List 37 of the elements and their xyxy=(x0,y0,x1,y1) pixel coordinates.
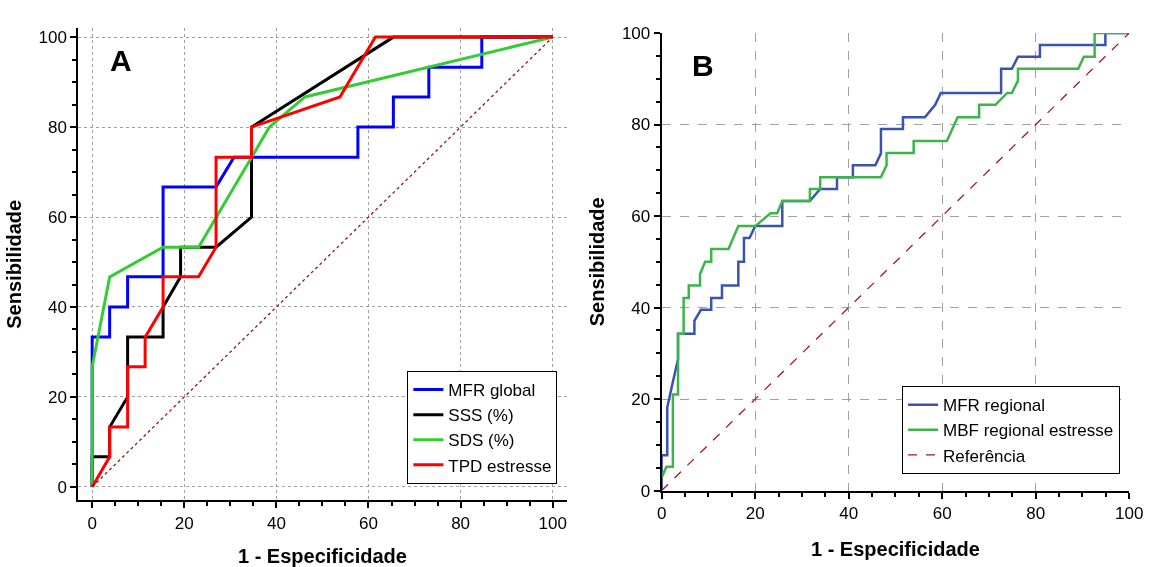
legend-label: SDS (%) xyxy=(448,431,515,451)
x-tick-label: 60 xyxy=(359,513,378,533)
y-tick-label: 0 xyxy=(57,477,67,497)
x-tick-label: 80 xyxy=(451,513,471,533)
x-tick-label: 40 xyxy=(839,503,859,523)
x-tick-label: 60 xyxy=(932,503,952,523)
y-axis-title: Sensibilidade xyxy=(2,199,25,329)
x-tick-label: 40 xyxy=(266,513,286,533)
x-tick-label: 20 xyxy=(745,503,765,523)
y-tick-label: 60 xyxy=(48,207,67,227)
annotation: A xyxy=(110,44,132,77)
x-tick-label: 20 xyxy=(174,513,194,533)
y-tick-label: 80 xyxy=(48,118,67,138)
x-tick-label: 80 xyxy=(1026,503,1046,523)
x-axis-title: 1 - Especificidade xyxy=(810,537,980,560)
y-tick-label: 100 xyxy=(38,28,67,48)
legend-label: MFR regional xyxy=(943,396,1046,416)
x-axis-title: 1 - Especificidade xyxy=(237,545,407,567)
x-tick-label: 100 xyxy=(1115,503,1144,523)
x-tick-label: 0 xyxy=(87,513,97,533)
legend-label: MFR global xyxy=(448,381,536,401)
legend-label: Referência xyxy=(943,446,1026,466)
y-tick-label: 40 xyxy=(631,298,651,318)
y-tick-label: 20 xyxy=(631,390,651,410)
x-tick-label: 0 xyxy=(656,503,667,523)
y-tick-label: 40 xyxy=(48,297,67,317)
legend-label: SSS (%) xyxy=(448,406,514,426)
y-tick-label: 60 xyxy=(631,206,651,226)
y-tick-label: 0 xyxy=(640,481,651,501)
y-tick-label: 80 xyxy=(631,115,651,135)
y-axis-title: Sensibilidade xyxy=(585,197,608,327)
y-tick-label: 20 xyxy=(48,387,67,407)
y-tick-label: 100 xyxy=(621,23,651,43)
legend-label: TPD estresse xyxy=(448,456,552,476)
x-tick-label: 100 xyxy=(538,513,567,533)
legend-label: MBF regional estresse xyxy=(943,421,1114,441)
annotation: B xyxy=(692,49,714,82)
